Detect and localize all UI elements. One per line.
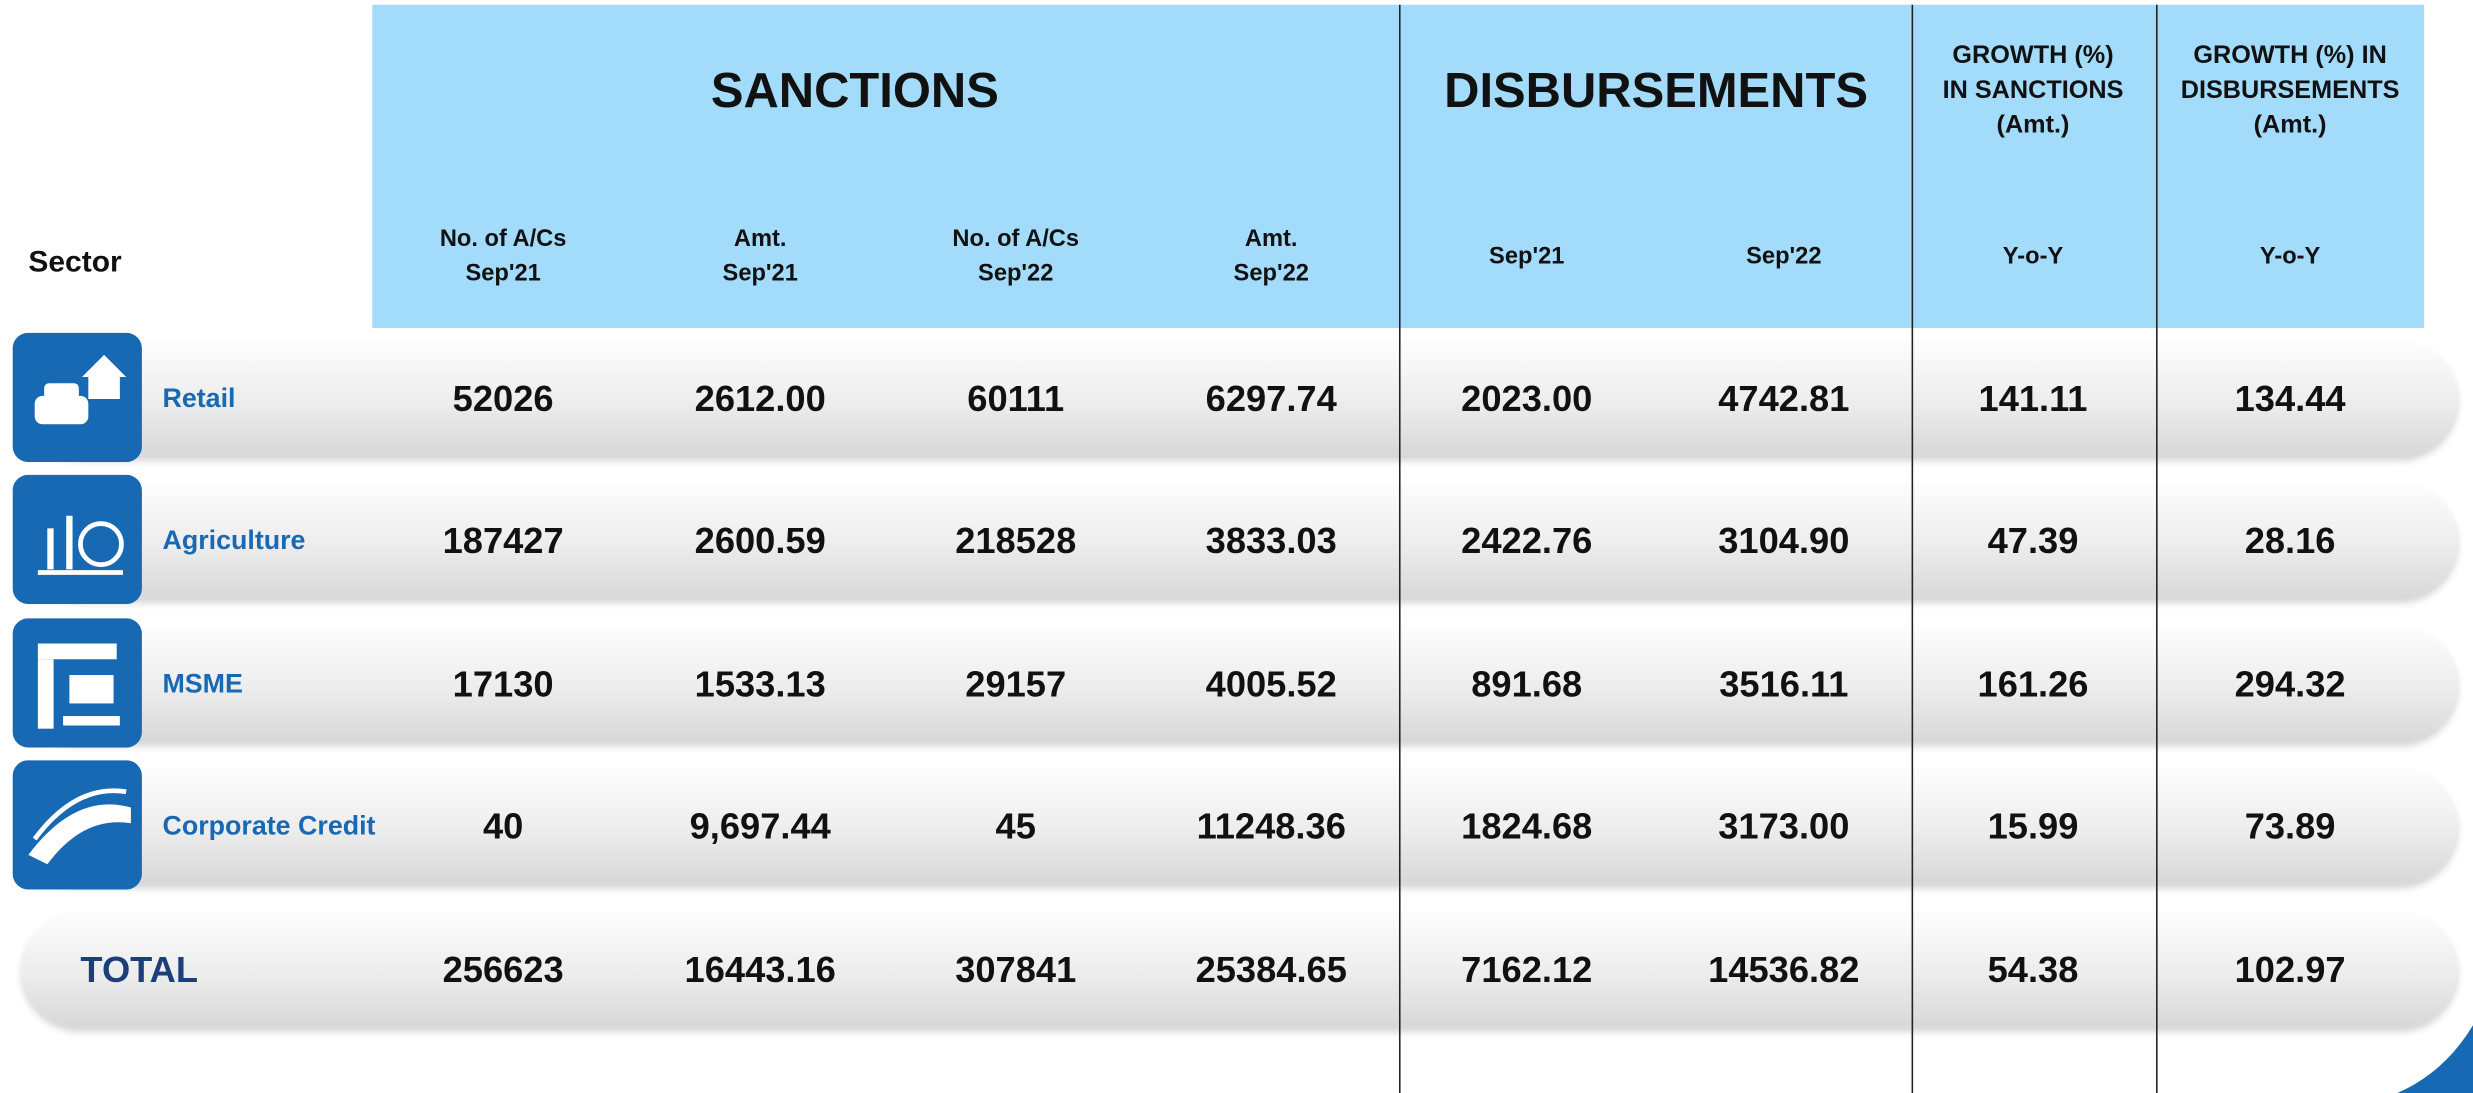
row-background (22, 913, 2458, 1027)
value-cell: 141.11 (1978, 377, 2088, 419)
value-cell: 45 (995, 805, 1036, 847)
value-cell: 47.39 (1987, 519, 2079, 561)
value-cell: 29157 (965, 663, 1067, 705)
value-cell: 16443.16 (684, 948, 836, 990)
value-cell: 161.26 (1977, 663, 2089, 705)
value-cell: 15.99 (1987, 805, 2079, 847)
value-cell: 54.38 (1987, 948, 2079, 990)
value-cell: 256623 (442, 948, 564, 990)
value-cell: 3833.03 (1205, 519, 1337, 561)
column-divider (1398, 4, 1401, 1093)
value-cell: 60111 (967, 377, 1065, 419)
row-background (22, 627, 2458, 742)
value-cell: 3516.11 (1719, 663, 1849, 705)
value-cell: 40 (482, 805, 524, 847)
sector-icon (12, 332, 142, 463)
column-header: Sep'21 (1489, 242, 1565, 270)
header-band (372, 4, 2425, 329)
value-cell: 102.97 (2234, 948, 2346, 990)
sector-name: Corporate Credit (162, 810, 376, 841)
value-cell: 11248.36 (1196, 805, 1346, 847)
value-cell: 25384.65 (1195, 948, 1347, 990)
sector-icon (12, 760, 142, 890)
value-cell: 294.32 (2234, 663, 2346, 705)
value-cell: 14536.82 (1708, 948, 1860, 990)
column-header: Amt. Sep'21 (722, 225, 798, 288)
value-cell: 2422.76 (1461, 519, 1593, 561)
column-divider (2156, 4, 2158, 1093)
row-background (22, 769, 2458, 884)
sector-icon (12, 618, 142, 748)
column-divider (1911, 4, 1914, 1093)
sector-name: Retail (162, 383, 236, 414)
group-header: SANCTIONS (710, 63, 999, 119)
group-header: GROWTH (%) IN SANCTIONS (Amt.) (1942, 42, 2124, 139)
value-cell: 134.44 (2234, 377, 2346, 419)
total-label: TOTAL (80, 948, 198, 990)
column-header: No. of A/Cs Sep'21 (439, 225, 567, 288)
value-cell: 28.16 (2244, 519, 2336, 561)
group-header: GROWTH (%) IN DISBURSEMENTS (Amt.) (2180, 42, 2400, 139)
sector-name: Agriculture (162, 525, 306, 556)
row-background (22, 484, 2458, 598)
value-cell: 2600.59 (694, 519, 826, 561)
value-cell: 52026 (452, 377, 554, 419)
column-header: Sep'22 (1746, 242, 1822, 270)
row-background (22, 342, 2458, 456)
value-cell: 4742.81 (1718, 377, 1850, 419)
value-cell: 891.68 (1471, 663, 1583, 705)
value-cell: 2023.00 (1461, 377, 1593, 419)
value-cell: 6297.74 (1205, 377, 1337, 419)
column-header: Y-o-Y (2259, 242, 2321, 270)
value-cell: 3173.00 (1718, 805, 1850, 847)
value-cell: 218528 (955, 519, 1077, 561)
group-header: DISBURSEMENTS (1444, 63, 1868, 119)
value-cell: 187427 (442, 519, 564, 561)
sector-name: MSME (162, 668, 243, 699)
value-cell: 3104.90 (1718, 519, 1850, 561)
sector-icon (12, 474, 142, 605)
value-cell: 9,697.44 (689, 805, 831, 847)
value-cell: 73.89 (2244, 805, 2336, 847)
column-header: Y-o-Y (2002, 242, 2064, 270)
value-cell: 1533.13 (694, 663, 826, 705)
corner-decoration (2397, 1025, 2473, 1093)
value-cell: 2612.00 (694, 377, 826, 419)
value-cell: 307841 (955, 948, 1077, 990)
value-cell: 1824.68 (1461, 805, 1593, 847)
value-cell: 17130 (452, 663, 554, 705)
sector-header: Sector (28, 246, 122, 280)
column-header: No. of A/Cs Sep'22 (952, 225, 1080, 288)
value-cell: 7162.12 (1461, 948, 1593, 990)
column-header: Amt. Sep'22 (1233, 225, 1309, 288)
value-cell: 4005.52 (1205, 663, 1337, 705)
